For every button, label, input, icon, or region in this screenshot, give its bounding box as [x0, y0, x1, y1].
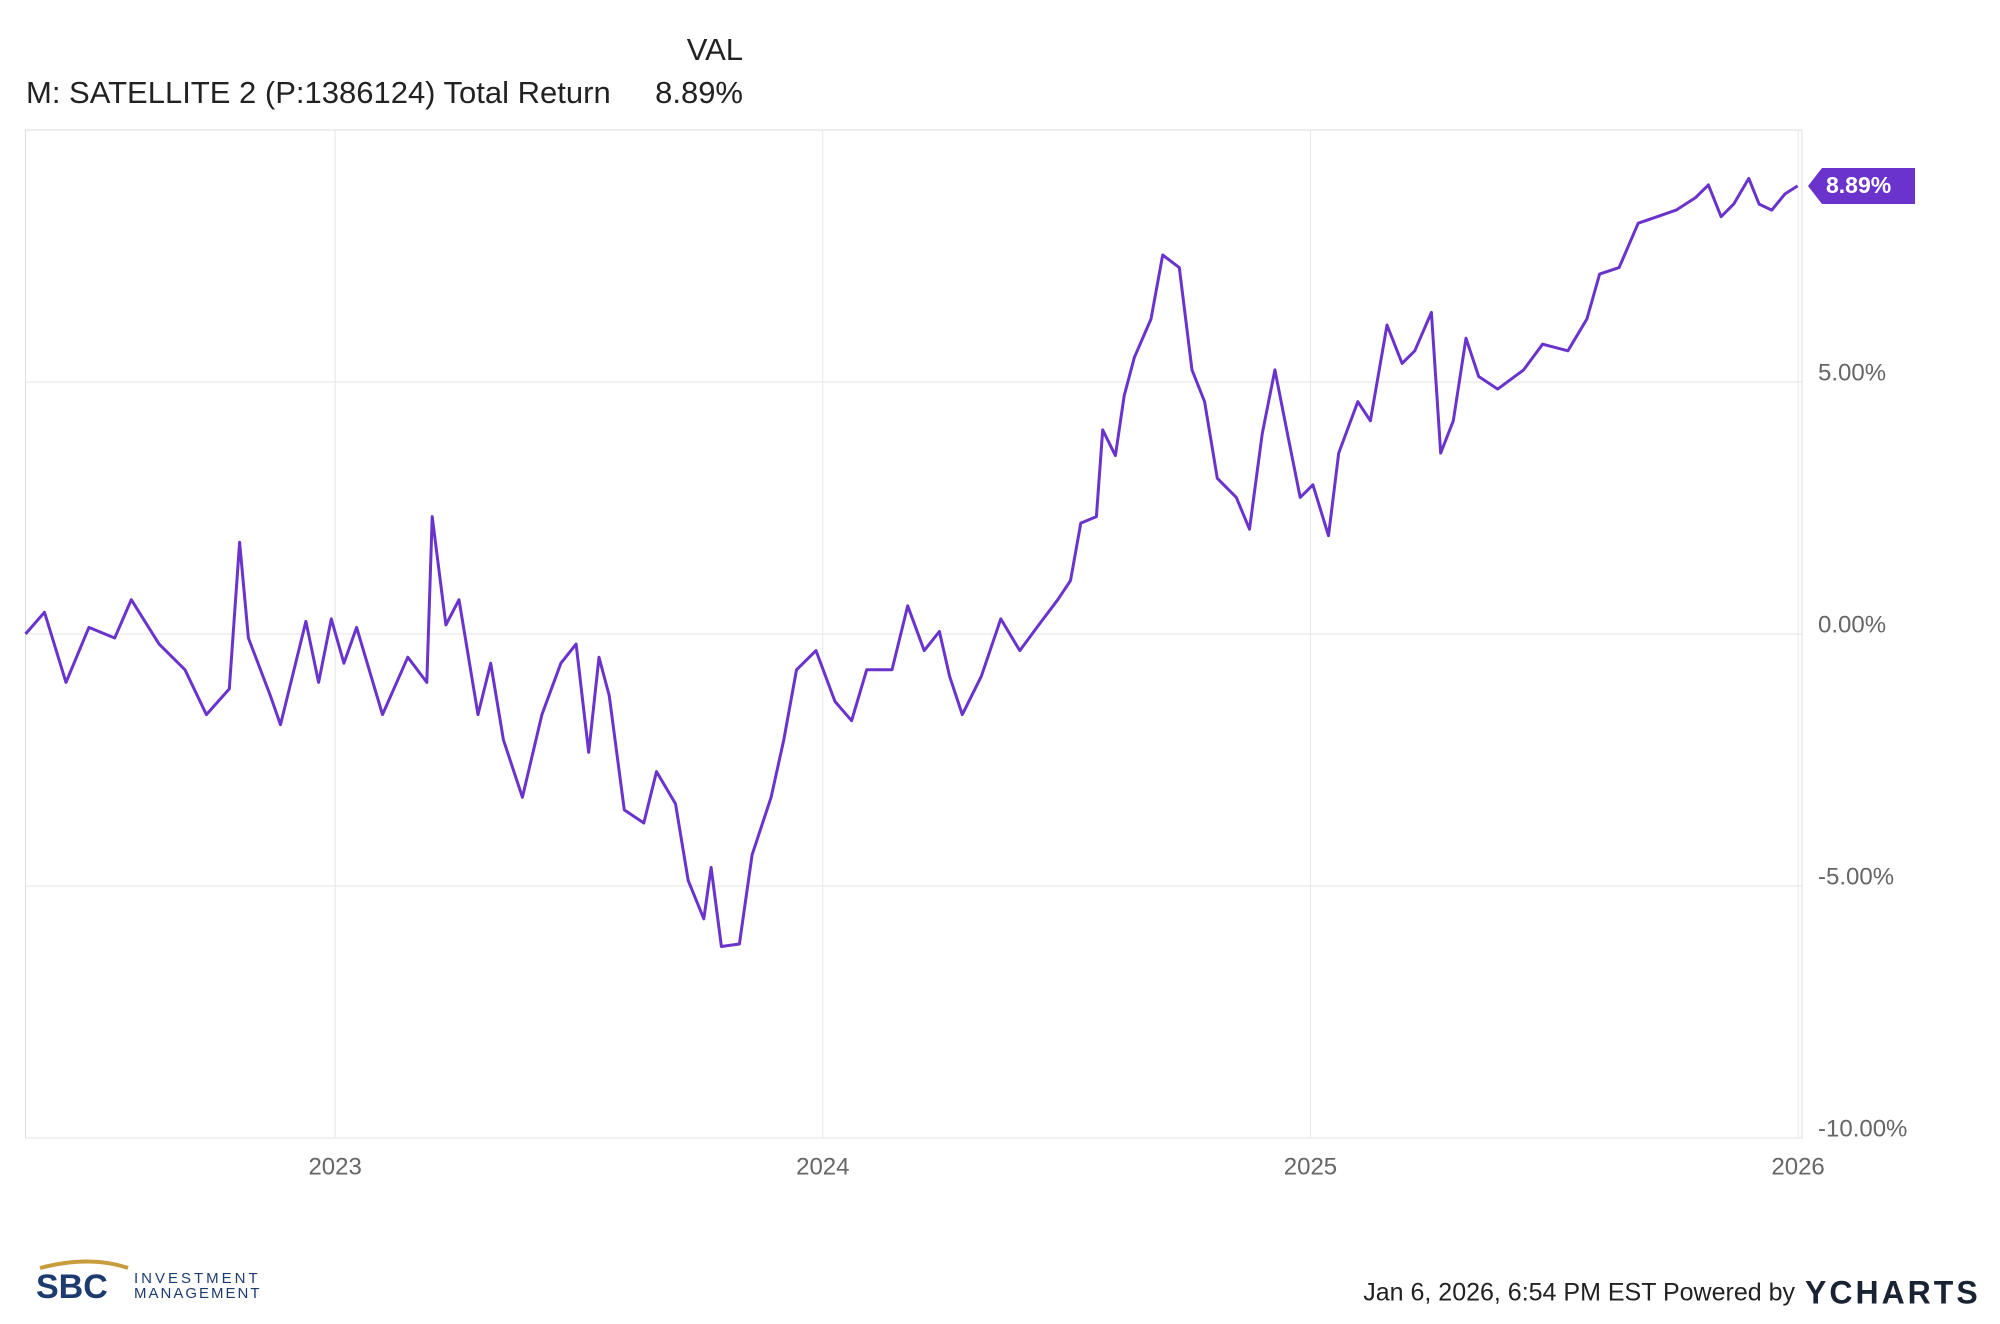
legend-value: 8.89%: [655, 75, 743, 110]
logo-mark: SBC: [36, 1268, 108, 1306]
y-tick-label: 5.00%: [1818, 359, 1886, 386]
logo-line2: MANAGEMENT: [134, 1285, 262, 1302]
y-tick-label: -10.00%: [1818, 1115, 1907, 1142]
value-tag-label: 8.89%: [1826, 172, 1891, 198]
x-tick-label: 2023: [308, 1153, 361, 1180]
line: [24, 176, 1799, 948]
y-tick-label: -5.00%: [1818, 863, 1894, 890]
logo-line1: INVESTMENT: [134, 1270, 261, 1287]
logo: SBC INVESTMENT MANAGEMENT: [36, 1259, 262, 1306]
legend-name: M: SATELLITE 2 (P:1386124) Total Return: [26, 75, 611, 110]
logo-swoosh: [39, 1259, 129, 1270]
brand: YCHARTS: [1805, 1274, 1981, 1310]
x-tick-label: 2024: [796, 1153, 849, 1180]
x-tick-label: 2026: [1771, 1153, 1824, 1180]
y-tick-label: 0.00%: [1818, 611, 1886, 638]
legend-header: VAL: [687, 32, 743, 67]
timestamp: Jan 6, 2026, 6:54 PM EST Powered by: [1363, 1279, 1795, 1307]
x-tick-label: 2025: [1284, 1153, 1337, 1180]
value-tag: [1808, 167, 1915, 204]
